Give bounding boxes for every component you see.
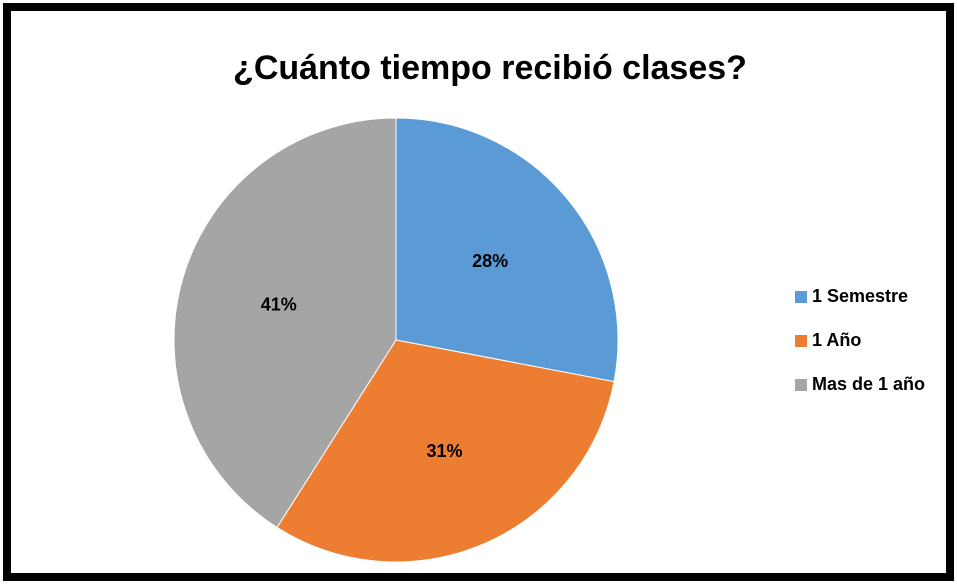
legend-swatch	[795, 379, 807, 391]
legend-label: 1 Año	[812, 330, 861, 350]
pie-slice	[395, 117, 619, 383]
chart-title: ¿Cuánto tiempo recibió clases?	[233, 49, 747, 87]
data-label: 31%	[426, 441, 462, 461]
pie-slice	[173, 117, 397, 529]
legend-label: 1 Semestre	[812, 286, 908, 306]
legend-swatch	[795, 291, 807, 303]
legend-swatch	[795, 335, 807, 347]
data-label: 41%	[261, 295, 297, 315]
legend-label: Mas de 1 año	[812, 374, 925, 394]
data-label: 28%	[472, 251, 508, 271]
